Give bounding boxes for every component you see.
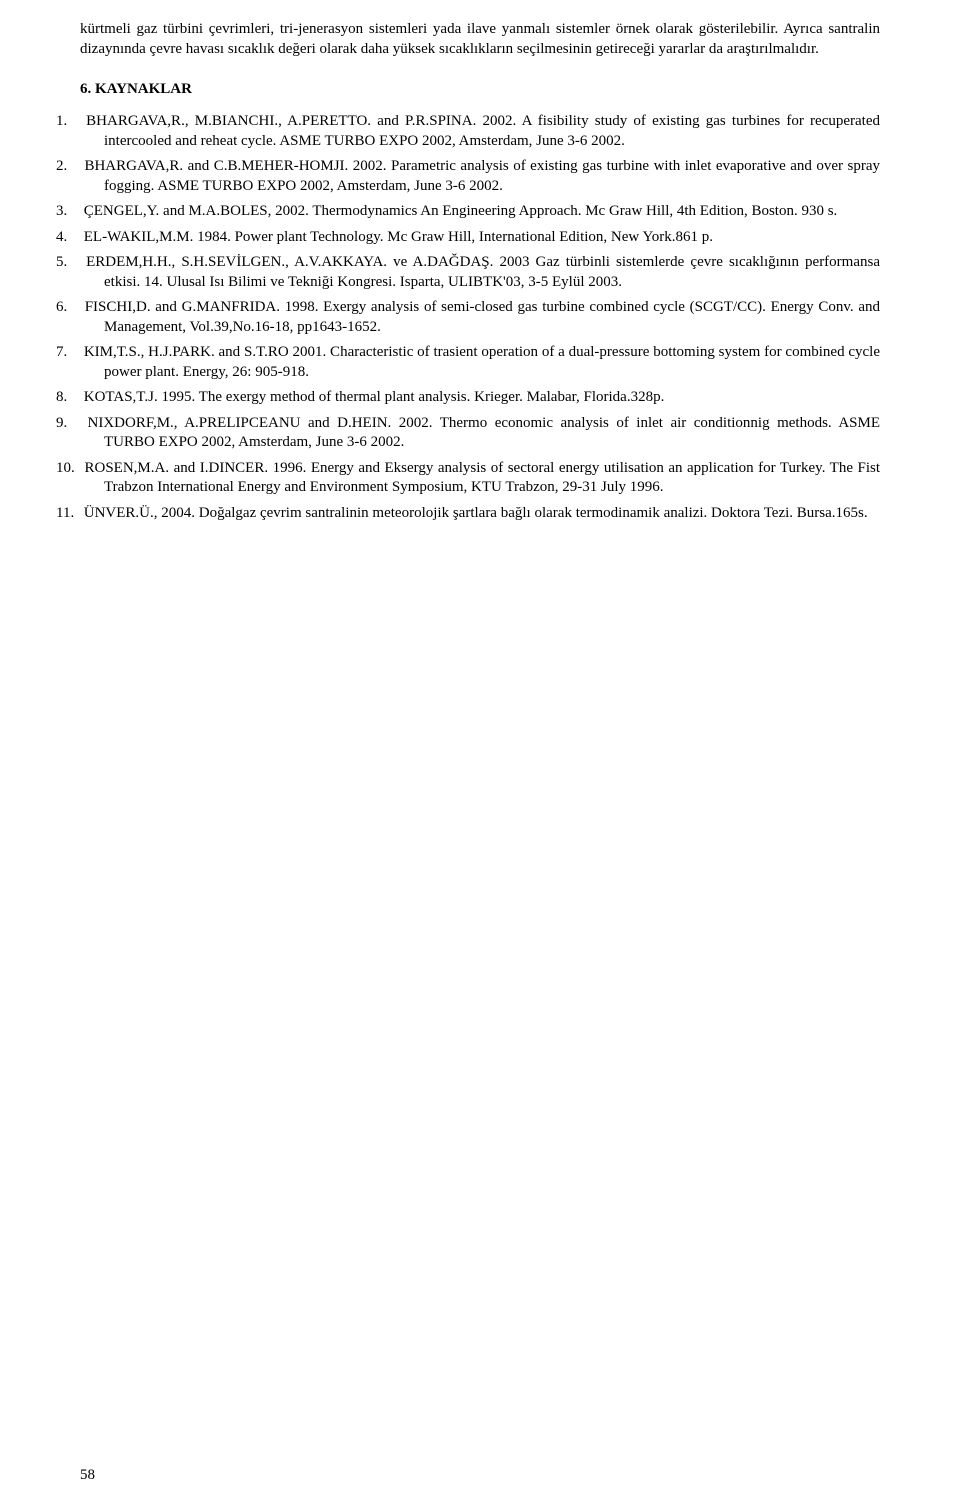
reference-item: 10. ROSEN,M.A. and I.DINCER. 1996. Energ…	[80, 459, 880, 498]
reference-item: 6. FISCHI,D. and G.MANFRIDA. 1998. Exerg…	[80, 298, 880, 337]
reference-list: 1. BHARGAVA,R., M.BIANCHI., A.PERETTO. a…	[80, 112, 880, 523]
reference-text: ÇENGEL,Y. and M.A.BOLES, 2002. Thermodyn…	[84, 203, 838, 219]
reference-item: 1. BHARGAVA,R., M.BIANCHI., A.PERETTO. a…	[80, 112, 880, 151]
reference-item: 5. ERDEM,H.H., S.H.SEVİLGEN., A.V.AKKAYA…	[80, 253, 880, 292]
intro-paragraph: kürtmeli gaz türbini çevrimleri, tri-jen…	[80, 20, 880, 59]
reference-text: EL-WAKIL,M.M. 1984. Power plant Technolo…	[84, 229, 713, 245]
reference-text: FISCHI,D. and G.MANFRIDA. 1998. Exergy a…	[85, 299, 880, 335]
reference-item: 3. ÇENGEL,Y. and M.A.BOLES, 2002. Thermo…	[80, 202, 880, 222]
reference-item: 8. KOTAS,T.J. 1995. The exergy method of…	[80, 388, 880, 408]
reference-text: BHARGAVA,R. and C.B.MEHER-HOMJI. 2002. P…	[84, 158, 880, 194]
reference-item: 9. NIXDORF,M., A.PRELIPCEANU and D.HEIN.…	[80, 414, 880, 453]
reference-text: NIXDORF,M., A.PRELIPCEANU and D.HEIN. 20…	[88, 415, 881, 451]
section-heading: 6. KAYNAKLAR	[80, 81, 880, 98]
reference-text: KIM,T.S., H.J.PARK. and S.T.RO 2001. Cha…	[84, 344, 880, 380]
reference-item: 7. KIM,T.S., H.J.PARK. and S.T.RO 2001. …	[80, 343, 880, 382]
reference-text: ERDEM,H.H., S.H.SEVİLGEN., A.V.AKKAYA. v…	[86, 254, 880, 290]
reference-item: 4. EL-WAKIL,M.M. 1984. Power plant Techn…	[80, 228, 880, 248]
reference-text: ÜNVER.Ü., 2004. Doğalgaz çevrim santrali…	[84, 505, 868, 521]
page-number: 58	[80, 1467, 95, 1484]
reference-text: ROSEN,M.A. and I.DINCER. 1996. Energy an…	[85, 460, 881, 496]
reference-text: KOTAS,T.J. 1995. The exergy method of th…	[84, 389, 665, 405]
reference-item: 11. ÜNVER.Ü., 2004. Doğalgaz çevrim sant…	[80, 504, 880, 524]
page-root: kürtmeli gaz türbini çevrimleri, tri-jen…	[0, 0, 960, 1512]
reference-text: BHARGAVA,R., M.BIANCHI., A.PERETTO. and …	[86, 113, 880, 149]
reference-item: 2. BHARGAVA,R. and C.B.MEHER-HOMJI. 2002…	[80, 157, 880, 196]
